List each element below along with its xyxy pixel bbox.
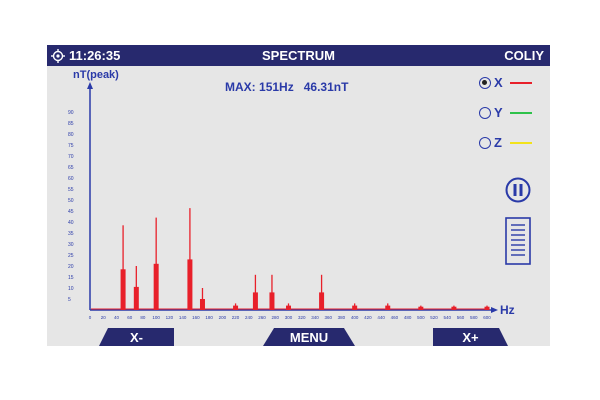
x-tick-label: 120: [166, 315, 174, 320]
y-tick-label: 75: [68, 143, 74, 149]
menu-button[interactable]: MENU: [263, 328, 355, 346]
spectrum-bar: [133, 286, 139, 310]
legend-x[interactable]: X: [479, 75, 532, 90]
max-value: 46.31nT: [303, 80, 349, 94]
x-tick-label: 320: [298, 315, 306, 320]
spectrum-bar: [153, 263, 159, 310]
x-tick-label: 400: [351, 315, 359, 320]
spectrum-bar: [385, 305, 391, 310]
legend-x-line: [510, 81, 532, 84]
y-tick-label: 50: [68, 198, 74, 204]
y-tick-label: 30: [68, 242, 74, 248]
spectrum-bar: [120, 269, 126, 310]
x-tick-label: 360: [324, 315, 332, 320]
title-bar: 11:26:35 SPECTRUM COLIY: [47, 45, 550, 66]
max-label: MAX:: [225, 80, 256, 94]
x-tick-label: 300: [285, 315, 293, 320]
x-plus-button[interactable]: X+: [433, 328, 508, 346]
spectrum-bar: [451, 306, 457, 310]
radio-x[interactable]: [479, 76, 491, 89]
x-tick-label: 500: [417, 315, 425, 320]
clock-time: 11:26:35: [69, 48, 121, 63]
x-tick-label: 20: [101, 315, 107, 320]
y-tick-label: 60: [68, 176, 74, 182]
x-tick-label: 260: [258, 315, 266, 320]
x-tick-label: 520: [430, 315, 438, 320]
device-name: COLIY: [504, 48, 544, 63]
x-tick-label: 580: [470, 315, 478, 320]
x-minus-button[interactable]: X-: [99, 328, 174, 346]
pause-icon[interactable]: [505, 177, 531, 203]
y-tick-label: 5: [68, 297, 71, 303]
x-tick-label: 80: [140, 315, 146, 320]
y-tick-label: 90: [68, 110, 74, 116]
y-axis-arrow: [87, 82, 93, 89]
x-tick-label: 460: [391, 315, 399, 320]
x-tick-label: 0: [89, 315, 92, 320]
y-tick-label: 70: [68, 154, 74, 160]
spectrum-bar: [286, 305, 291, 310]
spectrum-bar: [352, 305, 358, 310]
y-tick-label: 25: [68, 253, 74, 259]
x-tick-label: 60: [127, 315, 133, 320]
x-tick-label: 340: [311, 315, 319, 320]
y-tick-label: 80: [68, 132, 74, 138]
spectrum-bar: [269, 292, 275, 310]
y-tick-label: 35: [68, 231, 74, 237]
radio-y[interactable]: [479, 106, 491, 119]
x-tick-label: 160: [192, 315, 200, 320]
gps-target-icon: [51, 48, 65, 63]
max-readout: MAX: 151Hz 46.31nT: [225, 80, 348, 94]
x-tick-label: 40: [114, 315, 120, 320]
y-tick-label: 85: [68, 121, 74, 127]
list-icon[interactable]: [505, 217, 531, 265]
legend-y-line: [510, 111, 532, 114]
spectrum-screen: 11:26:35 SPECTRUM COLIY nT(peak) MAX: 15…: [47, 45, 550, 346]
legend-z-line: [510, 141, 532, 144]
x-tick-label: 600: [483, 315, 491, 320]
legend-y-label: Y: [494, 105, 503, 120]
x-axis-label: Hz: [500, 303, 515, 317]
spectrum-bar: [187, 259, 193, 310]
clock: 11:26:35: [51, 48, 120, 63]
x-tick-label: 100: [152, 315, 160, 320]
y-tick-label: 65: [68, 165, 74, 171]
x-tick-label: 220: [232, 315, 240, 320]
y-tick-label: 45: [68, 209, 74, 215]
x-tick-label: 380: [338, 315, 346, 320]
spectrum-bar: [418, 306, 424, 310]
x-tick-label: 560: [457, 315, 465, 320]
x-tick-label: 440: [377, 315, 385, 320]
spectrum-bar: [252, 292, 258, 310]
x-tick-label: 280: [272, 315, 280, 320]
y-axis-label: nT(peak): [73, 69, 119, 81]
x-tick-label: 140: [179, 315, 187, 320]
y-tick-label: 15: [68, 275, 74, 281]
spectrum-bar: [199, 299, 205, 310]
y-tick-label: 40: [68, 220, 74, 226]
screen-title: SPECTRUM: [262, 48, 335, 63]
y-tick-label: 10: [68, 286, 74, 292]
x-tick-label: 420: [364, 315, 372, 320]
legend-z[interactable]: Z: [479, 135, 532, 150]
x-tick-label: 180: [205, 315, 213, 320]
y-tick-label: 55: [68, 187, 74, 193]
x-tick-label: 200: [219, 315, 227, 320]
legend-x-label: X: [494, 75, 503, 90]
x-tick-label: 240: [245, 315, 253, 320]
spectrum-bar: [233, 305, 239, 310]
legend-y[interactable]: Y: [479, 105, 532, 120]
spectrum-chart: Hz 5 10 15 20 25 30 35 40 45 50 55 60 65 70 75 80 85 90 0 20…: [68, 82, 515, 320]
legend-z-label: Z: [494, 135, 502, 150]
x-axis-arrow: [491, 307, 498, 313]
y-tick-label: 20: [68, 264, 74, 270]
x-tick-label: 480: [404, 315, 412, 320]
x-tick-label: 540: [444, 315, 452, 320]
max-frequency: 151Hz: [259, 80, 294, 94]
radio-z[interactable]: [479, 136, 491, 149]
spectrum-bar: [319, 292, 325, 310]
spectrum-bar: [484, 306, 490, 310]
